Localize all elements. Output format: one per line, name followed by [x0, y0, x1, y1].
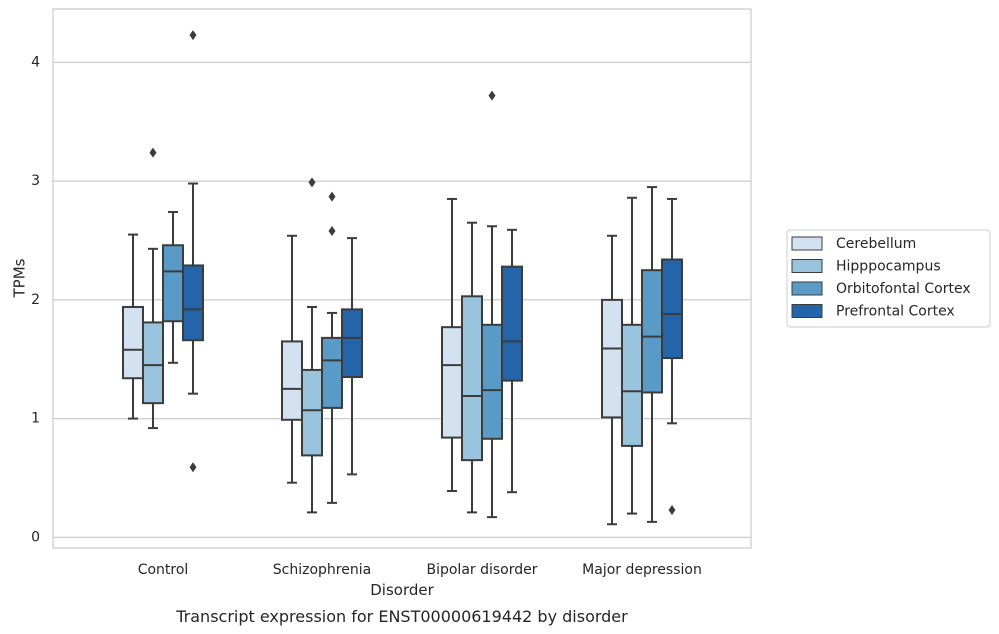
box-cerebellum — [441, 197, 463, 493]
legend-item: Prefrontal Cortex — [791, 304, 955, 320]
legend-label: Hipppocampus — [836, 259, 941, 275]
plot-frame — [52, 8, 752, 549]
outlier-point — [308, 177, 316, 188]
iqr-box — [341, 308, 363, 379]
outlier-point — [189, 30, 197, 41]
iqr-box — [162, 244, 184, 323]
box-prefrontal-cortex — [182, 30, 204, 473]
outlier-point — [488, 90, 496, 101]
box-hipppocampus — [621, 196, 643, 515]
x-tick-label: Control — [138, 562, 189, 578]
y-tick-labels: 0 1 2 3 4 — [31, 54, 40, 545]
outlier-point — [328, 226, 336, 237]
outlier-point — [668, 505, 676, 516]
y-tick-label: 2 — [31, 292, 40, 308]
y-tick-label: 3 — [31, 173, 40, 189]
chart-title: Transcript expression for ENST0000061944… — [175, 607, 628, 626]
iqr-box — [281, 340, 303, 421]
iqr-box — [461, 295, 483, 462]
iqr-box — [142, 321, 164, 405]
legend-item: Orbitofontal Cortex — [791, 281, 971, 297]
iqr-box — [301, 368, 323, 457]
box-cerebellum — [281, 234, 303, 484]
legend-frame — [786, 229, 991, 328]
iqr-box — [321, 336, 343, 409]
box-orbitofontal-cortex — [641, 186, 663, 523]
x-tick-label: Schizophrenia — [273, 562, 371, 578]
x-axis-label: Disorder — [370, 581, 434, 599]
iqr-box — [481, 323, 503, 440]
outlier-point — [149, 147, 157, 158]
legend: Cerebellum Hipppocampus Orbitofontal Corte… — [786, 229, 991, 328]
iqr-box — [122, 305, 144, 380]
legend-label: Orbitofontal Cortex — [836, 281, 971, 297]
legend-item: Cerebellum — [791, 236, 916, 252]
legend-swatch — [791, 281, 823, 296]
legend-label: Prefrontal Cortex — [836, 304, 955, 320]
iqr-box — [501, 265, 523, 382]
x-tick-label: Bipolar disorder — [426, 562, 537, 578]
iqr-box — [621, 323, 643, 447]
box-prefrontal-cortex — [341, 237, 363, 476]
y-tick-label: 4 — [31, 54, 40, 70]
box-cerebellum — [122, 233, 144, 420]
x-tick-label: Major depression — [582, 562, 702, 578]
boxes-layer — [122, 30, 683, 526]
legend-swatch — [791, 236, 823, 251]
y-tick-label: 0 — [31, 529, 40, 545]
box-orbitofontal-cortex — [321, 191, 343, 504]
y-axis-label: TPMs — [11, 258, 29, 298]
outlier-point — [189, 462, 197, 473]
y-tick-label: 1 — [31, 411, 40, 427]
iqr-box — [441, 326, 463, 439]
box-prefrontal-cortex — [501, 228, 523, 494]
outlier-point — [328, 191, 336, 202]
iqr-box — [601, 298, 623, 419]
legend-label: Cerebellum — [836, 236, 916, 252]
legend-swatch — [791, 259, 823, 273]
legend-item: Hipppocampus — [791, 259, 941, 275]
iqr-box — [641, 269, 663, 394]
box-hipppocampus — [301, 177, 323, 514]
legend-swatch — [791, 304, 823, 318]
box-prefrontal-cortex — [661, 197, 683, 516]
iqr-box — [661, 258, 683, 360]
box-orbitofontal-cortex — [162, 211, 184, 364]
box-hipppocampus — [142, 147, 164, 430]
x-tick-labels: Control Schizophrenia Bipolar disorder Majo… — [138, 562, 702, 578]
box-cerebellum — [601, 234, 623, 526]
iqr-box — [182, 264, 204, 342]
box-hipppocampus — [461, 221, 483, 514]
box-orbitofontal-cortex — [481, 90, 503, 519]
legend-items: Cerebellum Hipppocampus Orbitofontal Corte… — [791, 236, 971, 320]
